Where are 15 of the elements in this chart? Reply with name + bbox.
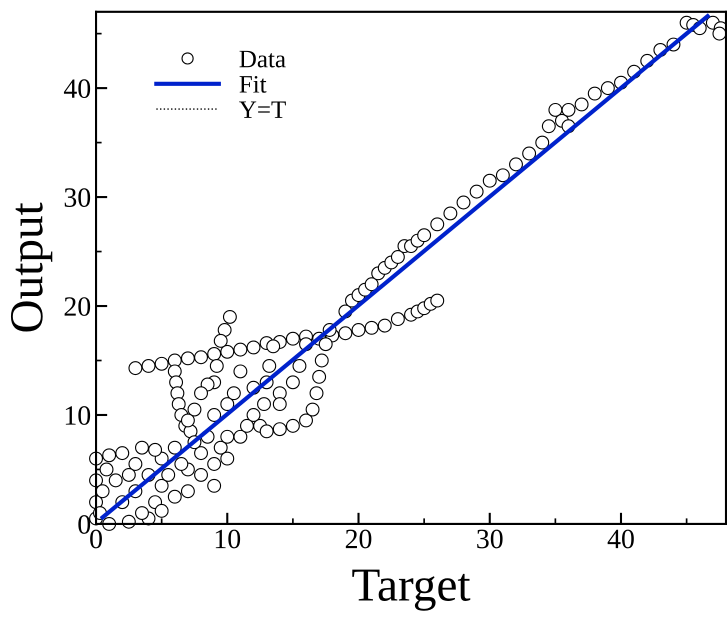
y-tick-label: 40	[64, 79, 90, 98]
x-tick-label: 0	[90, 530, 102, 548]
legend-label: Y=T	[239, 101, 286, 118]
x-tick-label: 40	[608, 530, 634, 548]
x-tick-label: 20	[346, 530, 372, 548]
legend-label: Fit	[240, 76, 266, 93]
y-tick-label: 30	[64, 188, 90, 207]
y-tick-label: 10	[66, 406, 90, 425]
x-axis-title: Target	[352, 570, 470, 611]
y-tick-label: 20	[64, 297, 90, 316]
y-tick-label: 0	[78, 515, 90, 534]
legend-label: Data	[240, 50, 286, 68]
y-axis-title: Output	[10, 202, 52, 332]
x-tick-label: 10	[216, 530, 240, 548]
x-tick-label: 30	[477, 530, 503, 548]
